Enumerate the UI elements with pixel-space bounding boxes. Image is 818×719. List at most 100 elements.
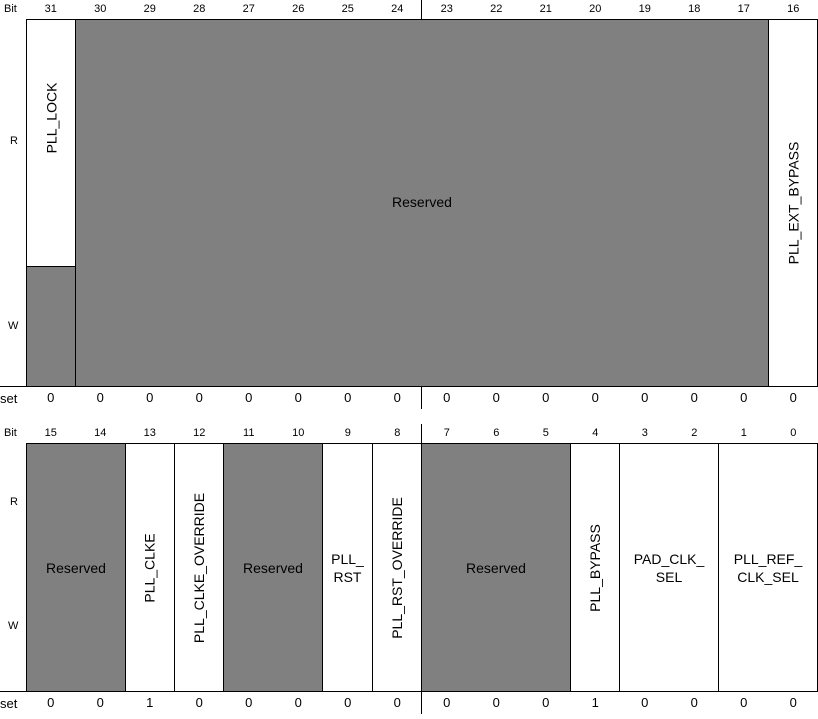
field-pad-clk-sel: PAD_CLK_ SEL — [619, 443, 719, 692]
bit-number: 17 — [737, 3, 750, 15]
bit-number: 19 — [638, 3, 651, 15]
set-value: 0 — [146, 390, 154, 405]
set-value: 0 — [789, 695, 797, 710]
field-label-reserved-7-5: Reserved — [466, 559, 526, 576]
set-value: 0 — [344, 695, 352, 710]
set-value: 0 — [96, 695, 104, 710]
bit-number: 8 — [394, 427, 401, 439]
field-reserved-7-5: Reserved — [421, 443, 571, 692]
set-value: 0 — [492, 695, 500, 710]
set-row-label: set — [0, 696, 18, 711]
bit-number: 29 — [143, 3, 156, 15]
field-pll-lock-write-reserved — [26, 266, 76, 387]
bit-number: 9 — [344, 427, 351, 439]
bit-number: 28 — [193, 3, 206, 15]
bit-number: 25 — [341, 3, 354, 15]
set-value: 0 — [740, 695, 748, 710]
set-value: 0 — [641, 390, 649, 405]
bit-number: 5 — [542, 427, 549, 439]
bit-number: 24 — [391, 3, 404, 15]
set-value: 0 — [690, 695, 698, 710]
byte-divider-bottom — [421, 424, 422, 443]
set-value: 0 — [393, 390, 401, 405]
set-value: 0 — [542, 390, 550, 405]
field-pll-clke-override: PLL_CLKE_OVERRIDE — [174, 443, 224, 692]
field-reserved-30-17: Reserved — [75, 19, 769, 387]
set-value: 0 — [740, 390, 748, 405]
bit-header-label: Bit — [4, 427, 17, 439]
bit-number: 22 — [490, 3, 503, 15]
bit-number: 23 — [440, 3, 453, 15]
set-value: 0 — [591, 390, 599, 405]
set-value: 0 — [245, 390, 253, 405]
bit-number: 27 — [242, 3, 255, 15]
top-set-separator — [0, 386, 26, 387]
bit-number: 15 — [44, 427, 57, 439]
set-value: 0 — [690, 390, 698, 405]
bit-number: 2 — [691, 427, 698, 439]
field-label-pll-rst-override: PLL_RST_OVERRIDE — [389, 496, 406, 639]
bit-number: 0 — [790, 427, 797, 439]
field-pll-lock: PLL_LOCK — [26, 19, 76, 267]
set-value: 0 — [96, 390, 104, 405]
set-row-label: set — [0, 391, 18, 406]
field-label-reserved-11-10: Reserved — [243, 559, 303, 576]
set-value: 0 — [344, 390, 352, 405]
bit-number: 12 — [193, 427, 206, 439]
field-label-reserved-top: Reserved — [392, 194, 452, 210]
bit-number: 18 — [688, 3, 701, 15]
field-label-pll-rst: PLL_ RST — [331, 550, 364, 585]
bit-number: 4 — [592, 427, 599, 439]
bit-number: 14 — [94, 427, 107, 439]
field-pll-rst: PLL_ RST — [322, 443, 373, 692]
bit-number: 20 — [589, 3, 602, 15]
set-value: 0 — [443, 390, 451, 405]
byte-divider-bottom-set — [421, 692, 422, 714]
set-value: 0 — [294, 390, 302, 405]
set-value: 0 — [294, 695, 302, 710]
field-label-pll-clke-override: PLL_CLKE_OVERRIDE — [191, 492, 207, 643]
byte-divider-top-set — [421, 387, 422, 409]
field-label-reserved-15-14: Reserved — [46, 559, 106, 576]
write-row-label: W — [8, 320, 19, 332]
field-label-pll-ext-bypass: PLL_EXT_BYPASS — [785, 141, 802, 265]
field-label-pll-ref-clk-sel: PLL_REF_ CLK_SEL — [733, 550, 803, 585]
write-row-label: W — [8, 620, 19, 632]
bit-number: 10 — [292, 427, 305, 439]
field-pll-ref-clk-sel: PLL_REF_ CLK_SEL — [718, 443, 818, 692]
bit-number: 16 — [787, 3, 800, 15]
bit-number: 7 — [443, 427, 450, 439]
field-pll-clke: PLL_CLKE — [125, 443, 175, 692]
bit-number: 11 — [243, 427, 255, 439]
bit-header-label: Bit — [4, 3, 17, 15]
set-value: 0 — [195, 695, 203, 710]
byte-divider-top — [421, 0, 422, 19]
set-value: 0 — [393, 695, 401, 710]
field-pll-bypass: PLL_BYPASS — [570, 443, 620, 692]
set-value: 0 — [47, 390, 55, 405]
bit-number: 13 — [143, 427, 156, 439]
field-label-pll-bypass: PLL_BYPASS — [587, 523, 603, 612]
field-reserved-11-10: Reserved — [223, 443, 323, 692]
set-value: 1 — [591, 695, 599, 710]
bit-number: 1 — [740, 427, 747, 439]
set-value: 0 — [47, 695, 55, 710]
field-pll-rst-override: PLL_RST_OVERRIDE — [372, 443, 422, 692]
field-label-pll-lock: PLL_LOCK — [43, 82, 60, 154]
set-value: 0 — [195, 390, 203, 405]
bit-number: 26 — [292, 3, 305, 15]
set-value: 0 — [789, 390, 797, 405]
bit-number: 6 — [493, 427, 500, 439]
field-reserved-15-14: Reserved — [26, 443, 126, 692]
field-pll-ext-bypass: PLL_EXT_BYPASS — [768, 19, 818, 387]
bit-number: 31 — [44, 3, 57, 15]
field-label-pll-clke: PLL_CLKE — [142, 532, 158, 603]
set-value: 0 — [443, 695, 451, 710]
set-value: 0 — [542, 695, 550, 710]
read-row-label: R — [10, 135, 18, 147]
bit-number: 3 — [641, 427, 648, 439]
set-value: 0 — [492, 390, 500, 405]
bit-number: 30 — [94, 3, 107, 15]
field-label-pad-clk-sel: PAD_CLK_ SEL — [633, 550, 705, 585]
set-value: 0 — [641, 695, 649, 710]
